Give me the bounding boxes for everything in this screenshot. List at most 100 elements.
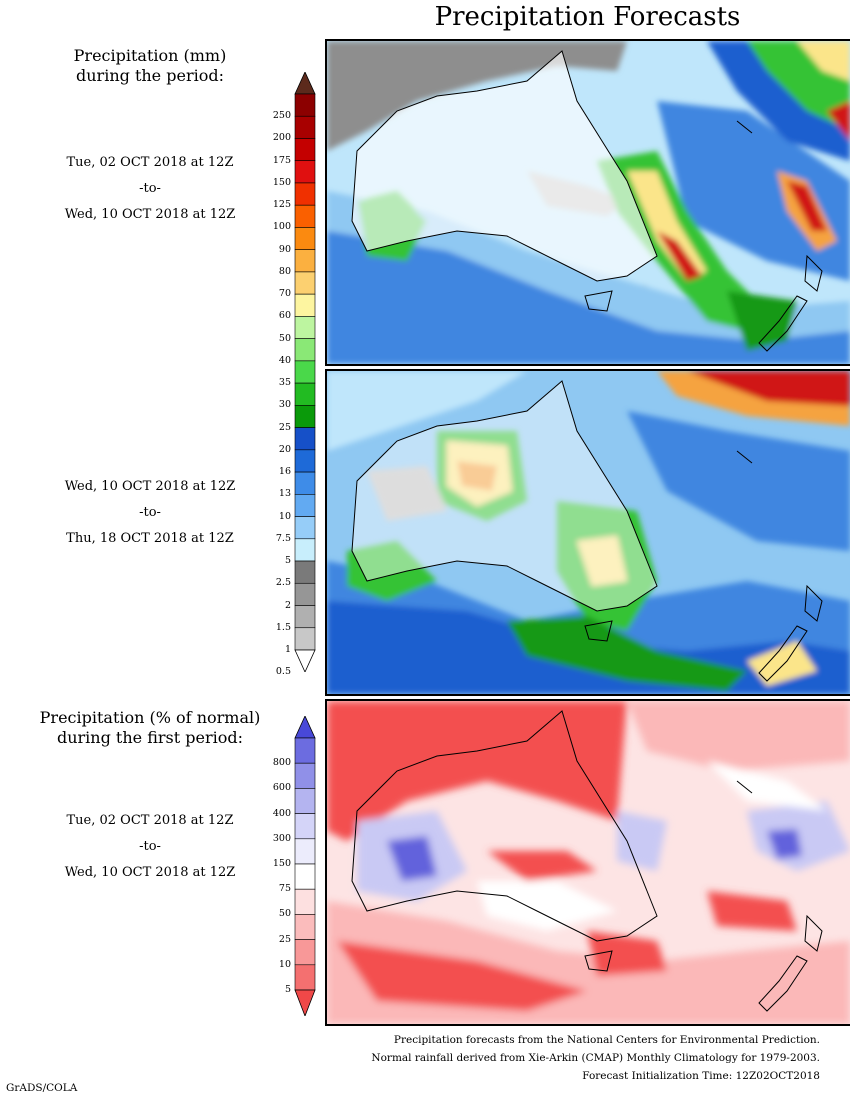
red-rain-core [657,231,702,281]
tasmania-coastline [584,290,613,312]
precip-mm-colorbar: 250 200 175 150 125 100 90 80 70 60 50 40 35 30 25 20 16… [255,71,325,677]
map-panel-period1 [325,39,850,366]
map-panel-anomaly [325,699,850,1026]
period3-label: Tue, 02 OCT 2018 at 12Z -to- Wed, 10 OCT… [40,808,260,886]
colorbar-tick-label: 25 [278,421,291,433]
section2-title-line2: during the first period: [56,728,244,747]
blue-area [627,411,850,551]
colorbar-tick-label: 10 [278,958,291,970]
colorbar-box [294,249,316,273]
map-anomaly-graphic [327,701,850,1024]
colorbar-tick-label: 40 [278,354,291,366]
colorbar-tick-label: 2.5 [275,577,291,589]
colorbar-tick-label: 1 [284,644,291,655]
colorbar-box [294,582,316,606]
new-zealand-coastline [758,625,808,682]
colorbar-box [294,471,316,495]
red-anomaly-area [487,851,597,881]
colorbar-box [294,160,316,184]
pink-anomaly-area [627,701,850,771]
colorbar-box [294,788,316,814]
colorbar-tick-label: 80 [278,265,291,277]
colorbar-tick-label: 1.5 [275,621,291,633]
red-rain-band [687,371,850,406]
red-rain-core [787,181,827,231]
colorbar-bottom-triangle [294,649,316,673]
colorbar-box [294,494,316,517]
colorbar-box [294,204,316,228]
colorbar-tick-label: 200 [272,132,291,144]
white-anomaly-area [707,761,827,811]
colorbar-box [294,605,316,629]
period2-sep: -to- [139,505,161,520]
colorbar-tick-label: 600 [272,782,291,794]
precip-mm-colorbar-graphic [294,71,316,673]
colorbar-box [294,427,316,451]
colorbar-tick-label: 5 [284,555,291,567]
orange-rain-core [457,461,497,491]
colorbar-box [294,813,316,840]
light-grey-rain-area [367,466,447,521]
colorbar-tick-label: 175 [272,154,291,166]
section2-title-line1: Precipitation (% of normal) [39,708,261,727]
colorbar-box [294,316,316,339]
period3-end: Wed, 10 OCT 2018 at 12Z [64,865,236,880]
colorbar-box [294,964,316,991]
colorbar-tick-label: 25 [278,933,291,945]
colorbar-box [294,863,316,890]
section2-title: Precipitation (% of normal) during the f… [20,708,280,748]
section1-title: Precipitation (mm) during the period: [20,46,280,86]
colorbar-tick-label: 90 [278,243,291,255]
period2-start: Wed, 10 OCT 2018 at 12Z [64,479,236,494]
colorbar-tick-label: 30 [278,399,291,411]
new-zealand-coastline [758,955,808,1012]
australia-coastline [351,380,658,612]
colorbar-tick-label: 20 [278,443,291,455]
colorbar-tick-label: 35 [278,377,291,389]
colorbar-box [294,115,316,139]
colorbar-box [294,737,316,764]
colorbar-tick-label: 2 [284,599,291,611]
dark-green-rain-area [727,291,797,351]
colorbar-box [294,627,316,651]
period3-start: Tue, 02 OCT 2018 at 12Z [66,813,234,828]
period1-label: Tue, 02 OCT 2018 at 12Z -to- Wed, 10 OCT… [40,150,260,228]
red-rain-area [827,101,850,141]
section1-title-line1: Precipitation (mm) [73,46,227,65]
colorbar-top-triangle [294,71,316,95]
colorbar-box [294,888,316,915]
green-rain-area [347,541,437,601]
grads-credit: GrADS/COLA [6,1082,78,1094]
yellow-rain-core [577,536,627,586]
colorbar-tick-label: 400 [272,807,291,819]
colorbar-box [294,338,316,362]
dark-green-rain-band [507,616,747,691]
precip-percent-colorbar: 800 600 400 300 150 75 50 25 10 5 [255,715,325,1018]
colorbar-box [294,271,316,295]
colorbar-tick-label: 50 [278,908,291,920]
section1-title-line2: during the period: [76,66,224,85]
light-blue-anomaly-area [747,801,850,871]
colorbar-tick-label: 250 [272,110,291,122]
blue-area [657,101,850,281]
colorbar-box [294,382,316,406]
colorbar-box [294,838,316,865]
colorbar-tick-label: 10 [278,510,291,522]
period2-end: Thu, 18 OCT 2018 at 12Z [66,531,234,546]
map-period2-graphic [327,371,850,694]
page-title: Precipitation Forecasts [434,2,741,32]
australia-coastline [351,50,658,282]
new-zealand-north-coastline [804,254,823,292]
colorbar-box [294,449,316,473]
colorbar-tick-label: 7.5 [275,532,291,544]
colorbar-box [294,138,316,162]
new-caledonia-coastline [736,780,753,794]
tasmania-coastline [584,950,613,972]
red-anomaly-area [707,891,797,931]
red-anomaly-area [327,701,627,841]
colorbar-tick-label: 0.5 [275,666,291,678]
period1-end: Wed, 10 OCT 2018 at 12Z [64,207,236,222]
footnote-init-time: Forecast Initialization Time: 12Z02OCT20… [582,1070,820,1082]
colorbar-tick-label: 13 [278,488,291,500]
yellow-rain-area [747,641,817,686]
